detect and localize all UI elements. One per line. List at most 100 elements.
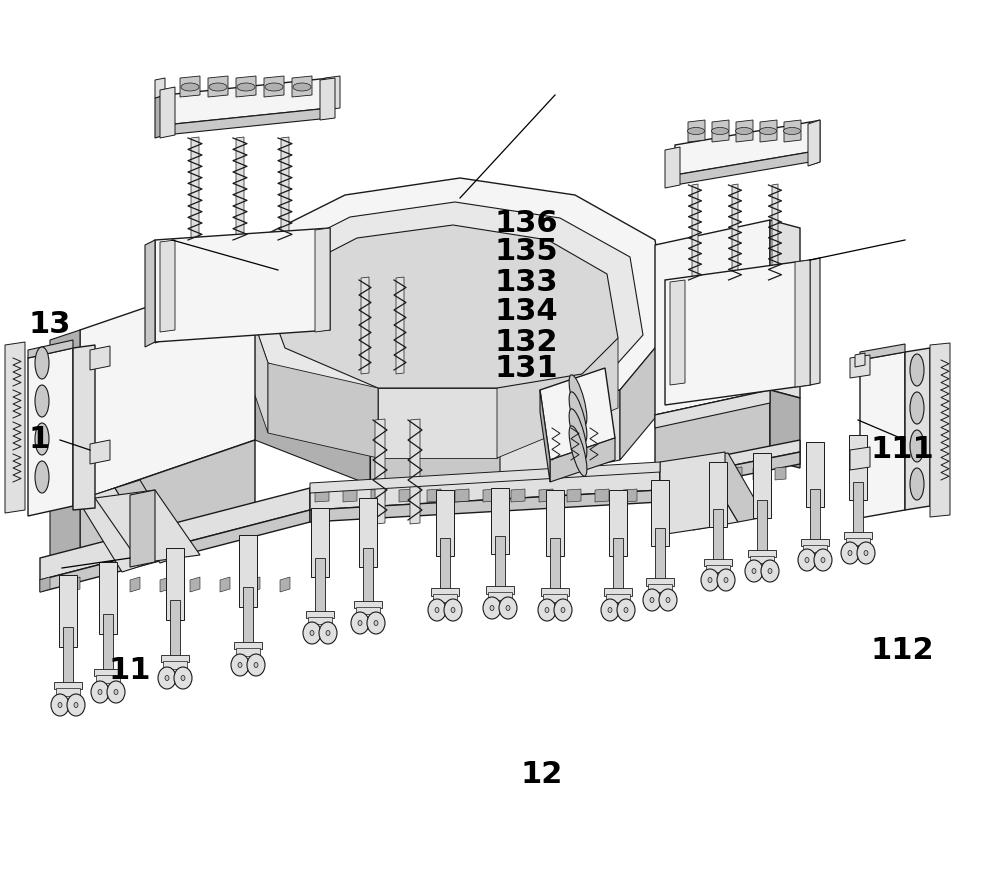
Text: 136: 136 [495, 209, 559, 237]
Polygon shape [748, 549, 776, 557]
Text: 13: 13 [28, 310, 70, 339]
Polygon shape [325, 76, 340, 110]
Polygon shape [160, 240, 175, 332]
Polygon shape [399, 489, 413, 502]
Ellipse shape [545, 608, 549, 612]
Ellipse shape [712, 128, 728, 134]
Polygon shape [731, 467, 742, 480]
Polygon shape [613, 538, 623, 592]
Polygon shape [620, 330, 670, 460]
Polygon shape [540, 390, 550, 482]
Polygon shape [180, 76, 200, 97]
Ellipse shape [643, 589, 661, 611]
Ellipse shape [158, 667, 176, 689]
Text: 11: 11 [108, 656, 150, 684]
Ellipse shape [569, 392, 587, 442]
Polygon shape [165, 78, 330, 125]
Polygon shape [361, 277, 369, 374]
Ellipse shape [821, 557, 825, 563]
Polygon shape [495, 536, 505, 590]
Ellipse shape [351, 612, 369, 634]
Polygon shape [40, 510, 310, 592]
Ellipse shape [326, 631, 330, 636]
Ellipse shape [303, 622, 321, 644]
Polygon shape [371, 489, 385, 502]
Polygon shape [200, 271, 270, 318]
Ellipse shape [784, 128, 800, 134]
Ellipse shape [814, 549, 832, 571]
Polygon shape [670, 280, 685, 385]
Polygon shape [163, 662, 187, 669]
Polygon shape [378, 388, 497, 458]
Polygon shape [160, 87, 175, 138]
Ellipse shape [506, 606, 510, 610]
Polygon shape [772, 184, 778, 283]
Text: 134: 134 [495, 297, 559, 325]
Polygon shape [709, 467, 720, 480]
Ellipse shape [708, 578, 712, 582]
Polygon shape [248, 202, 643, 402]
Ellipse shape [761, 560, 779, 582]
Polygon shape [54, 682, 82, 690]
Polygon shape [770, 220, 800, 398]
Text: 111: 111 [870, 436, 934, 464]
Polygon shape [268, 363, 378, 458]
Polygon shape [130, 490, 155, 567]
Polygon shape [655, 528, 665, 582]
Polygon shape [320, 78, 335, 120]
Polygon shape [844, 532, 872, 539]
Polygon shape [166, 548, 184, 619]
Polygon shape [491, 488, 509, 554]
Polygon shape [40, 488, 310, 580]
Polygon shape [750, 556, 774, 563]
Ellipse shape [451, 608, 455, 612]
Polygon shape [540, 368, 615, 460]
Polygon shape [310, 468, 660, 510]
Polygon shape [170, 600, 180, 659]
Polygon shape [606, 594, 630, 602]
Polygon shape [546, 490, 564, 556]
Ellipse shape [91, 681, 109, 703]
Polygon shape [567, 489, 581, 502]
Polygon shape [94, 669, 122, 676]
Ellipse shape [237, 83, 255, 91]
Text: 1: 1 [28, 425, 49, 453]
Polygon shape [343, 489, 357, 502]
Polygon shape [660, 440, 800, 480]
Ellipse shape [798, 549, 816, 571]
Polygon shape [56, 688, 80, 696]
Polygon shape [483, 489, 497, 502]
Polygon shape [855, 353, 865, 367]
Polygon shape [311, 508, 329, 577]
Ellipse shape [367, 612, 385, 634]
Ellipse shape [601, 599, 619, 621]
Polygon shape [96, 675, 120, 683]
Ellipse shape [174, 667, 192, 689]
Polygon shape [704, 559, 732, 566]
Ellipse shape [98, 690, 102, 694]
Ellipse shape [35, 423, 49, 455]
Ellipse shape [181, 676, 185, 681]
Ellipse shape [717, 569, 735, 591]
Polygon shape [665, 147, 680, 188]
Polygon shape [604, 588, 632, 595]
Polygon shape [310, 462, 660, 493]
Polygon shape [488, 593, 512, 600]
Polygon shape [264, 76, 284, 97]
Polygon shape [315, 558, 325, 614]
Ellipse shape [74, 702, 78, 707]
Polygon shape [40, 577, 50, 592]
Polygon shape [220, 178, 670, 415]
Polygon shape [801, 539, 829, 546]
Polygon shape [161, 654, 189, 662]
Polygon shape [623, 489, 637, 502]
Polygon shape [808, 120, 820, 166]
Polygon shape [315, 228, 330, 332]
Text: 132: 132 [495, 328, 558, 356]
Ellipse shape [910, 354, 924, 386]
Polygon shape [675, 152, 810, 185]
Polygon shape [850, 447, 870, 470]
Polygon shape [145, 240, 155, 347]
Polygon shape [103, 614, 113, 672]
Ellipse shape [752, 569, 756, 573]
